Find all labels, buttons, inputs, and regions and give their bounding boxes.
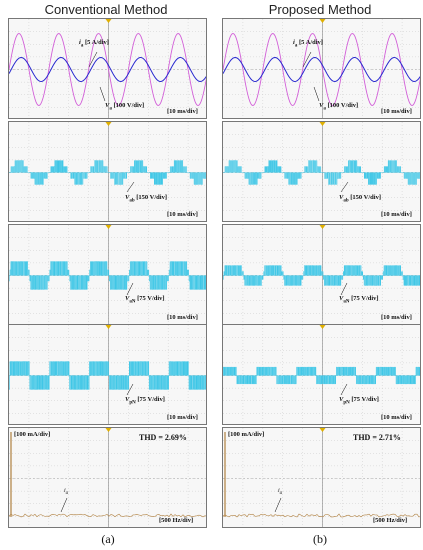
van-panel-right: VaN [75 V/div] [10 ms/div] xyxy=(222,224,421,325)
label-vpn: VpN [75 V/div] xyxy=(339,396,379,406)
label-vab: Vab [150 V/div] xyxy=(125,194,168,204)
spectrum-trace xyxy=(223,513,420,518)
vab-panel-left: Vab [150 V/div] [10 ms/div] xyxy=(8,121,207,222)
trigger-marker xyxy=(319,19,326,23)
timebase-label: [10 ms/div] xyxy=(167,211,198,218)
vpn-panel-left: VpN [75 V/div] [10 ms/div] xyxy=(8,324,207,425)
title-conventional: Conventional Method xyxy=(44,2,168,17)
timebase-label: [10 ms/div] xyxy=(381,414,412,421)
vab-trace xyxy=(223,160,420,185)
trigger-marker xyxy=(319,325,326,329)
grid xyxy=(223,225,420,324)
trigger-marker xyxy=(105,225,112,229)
freq-scale-label: [500 Hz/div] xyxy=(373,517,408,524)
label-ia-spectrum: ia xyxy=(278,488,283,497)
va-ia-panel-right: ia [5 A/div] Va [100 V/div] [10 ms/div] xyxy=(222,18,421,119)
timebase-label: [10 ms/div] xyxy=(381,108,412,115)
trigger-marker xyxy=(105,122,112,126)
trigger-marker xyxy=(105,325,112,329)
label-van: VaN [75 V/div] xyxy=(339,295,379,305)
trigger-marker xyxy=(105,428,112,432)
current-trace xyxy=(223,56,420,83)
title-proposed: Proposed Method xyxy=(268,2,372,17)
thd-value: THD = 2.71% xyxy=(353,433,401,442)
trigger-marker xyxy=(319,122,326,126)
label-ia: ia [5 A/div] xyxy=(293,39,323,49)
trigger-marker xyxy=(105,19,112,23)
spectrum-panel-right: [100 mA/div] THD = 2.71% ia [500 Hz/div] xyxy=(222,427,421,528)
timebase-label: [10 ms/div] xyxy=(381,211,412,218)
label-va: Va [100 V/div] xyxy=(105,102,145,112)
current-scale-label: [100 mA/div] xyxy=(228,431,265,438)
grid xyxy=(223,19,420,118)
voltage-trace xyxy=(223,33,420,106)
trigger-marker xyxy=(319,428,326,432)
vpn-trace xyxy=(9,361,206,390)
vpn-panel-right: VpN [75 V/div] [10 ms/div] xyxy=(222,324,421,425)
timebase-label: [10 ms/div] xyxy=(167,108,198,115)
label-ia-spectrum: ia xyxy=(64,488,69,497)
spectrum-trace xyxy=(9,513,206,518)
thd-value: THD = 2.69% xyxy=(139,433,187,442)
label-vab: Vab [150 V/div] xyxy=(339,194,382,204)
van-trace xyxy=(9,261,206,290)
van-trace xyxy=(223,265,420,286)
timebase-label: [10 ms/div] xyxy=(167,314,198,321)
vab-trace xyxy=(9,160,206,185)
va-ia-panel-left: ia [5 A/div] Va [100 V/div] [10 ms/div] xyxy=(8,18,207,119)
label-vpn: VpN [75 V/div] xyxy=(125,396,165,406)
timebase-label: [10 ms/div] xyxy=(381,314,412,321)
vpn-trace xyxy=(223,366,420,385)
vab-panel-right: Vab [150 V/div] [10 ms/div] xyxy=(222,121,421,222)
label-va: Va [100 V/div] xyxy=(319,102,359,112)
caption-a: (a) xyxy=(101,532,115,546)
current-scale-label: [100 mA/div] xyxy=(14,431,51,438)
current-trace xyxy=(9,56,206,83)
label-ia: ia [5 A/div] xyxy=(79,39,109,49)
timebase-label: [10 ms/div] xyxy=(167,414,198,421)
caption-b: (b) xyxy=(313,532,327,546)
trigger-marker xyxy=(319,225,326,229)
voltage-trace xyxy=(9,33,206,106)
grid xyxy=(9,428,206,527)
label-van: VaN [75 V/div] xyxy=(125,295,165,305)
freq-scale-label: [500 Hz/div] xyxy=(159,517,194,524)
grid xyxy=(9,19,206,118)
spectrum-panel-left: [100 mA/div] THD = 2.69% ia [500 Hz/div] xyxy=(8,427,207,528)
van-panel-left: VaN [75 V/div] [10 ms/div] xyxy=(8,224,207,325)
grid xyxy=(223,428,420,527)
